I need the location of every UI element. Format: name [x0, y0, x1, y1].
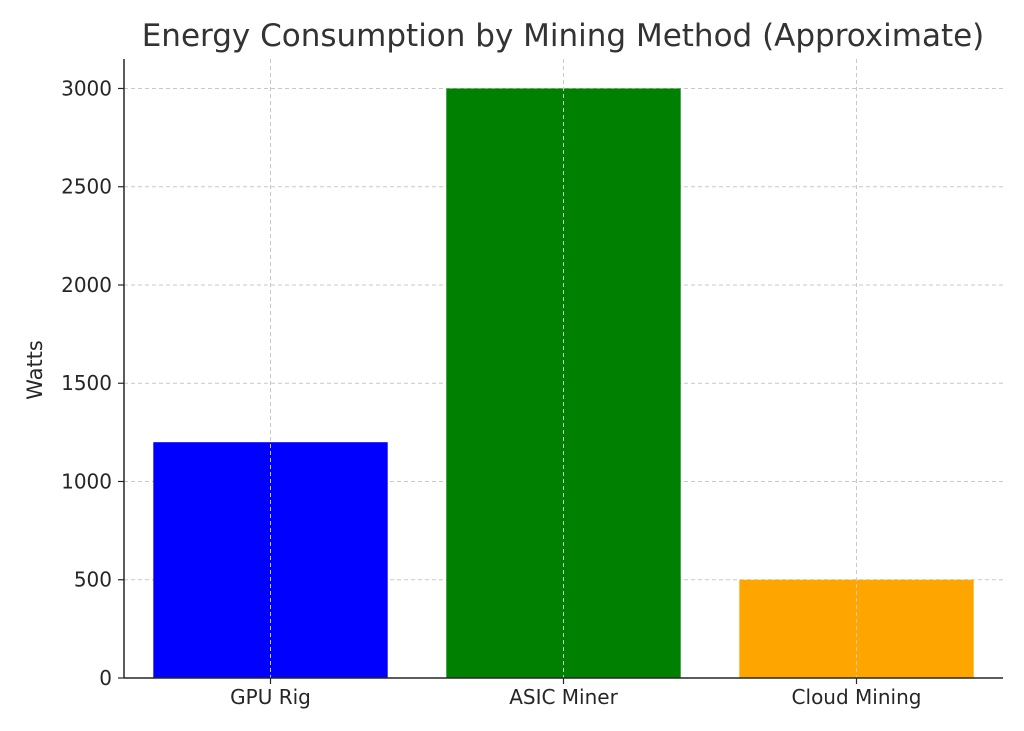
y-tick-label: 2500 [61, 175, 112, 199]
y-tick-label: 3000 [61, 76, 112, 100]
x-tick-label: ASIC Miner [509, 685, 618, 709]
vertical-grid-lines [270, 59, 857, 678]
y-tick-label: 1500 [61, 371, 112, 395]
y-tick-label: 2000 [61, 273, 112, 297]
y-tick-label: 0 [99, 666, 112, 690]
x-tick-label: GPU Rig [230, 685, 311, 709]
y-tick-label: 500 [74, 568, 112, 592]
chart-title: Energy Consumption by Mining Method (App… [142, 18, 985, 54]
y-axis-label: Watts [23, 340, 47, 400]
tick-labels: 0 500 1000 1500 2000 2500 3000 GPU Rig ASIC Mine… [61, 76, 921, 709]
y-tick-label: 1000 [61, 469, 112, 493]
axes [118, 59, 1003, 684]
x-tick-label: Cloud Mining [792, 685, 922, 709]
